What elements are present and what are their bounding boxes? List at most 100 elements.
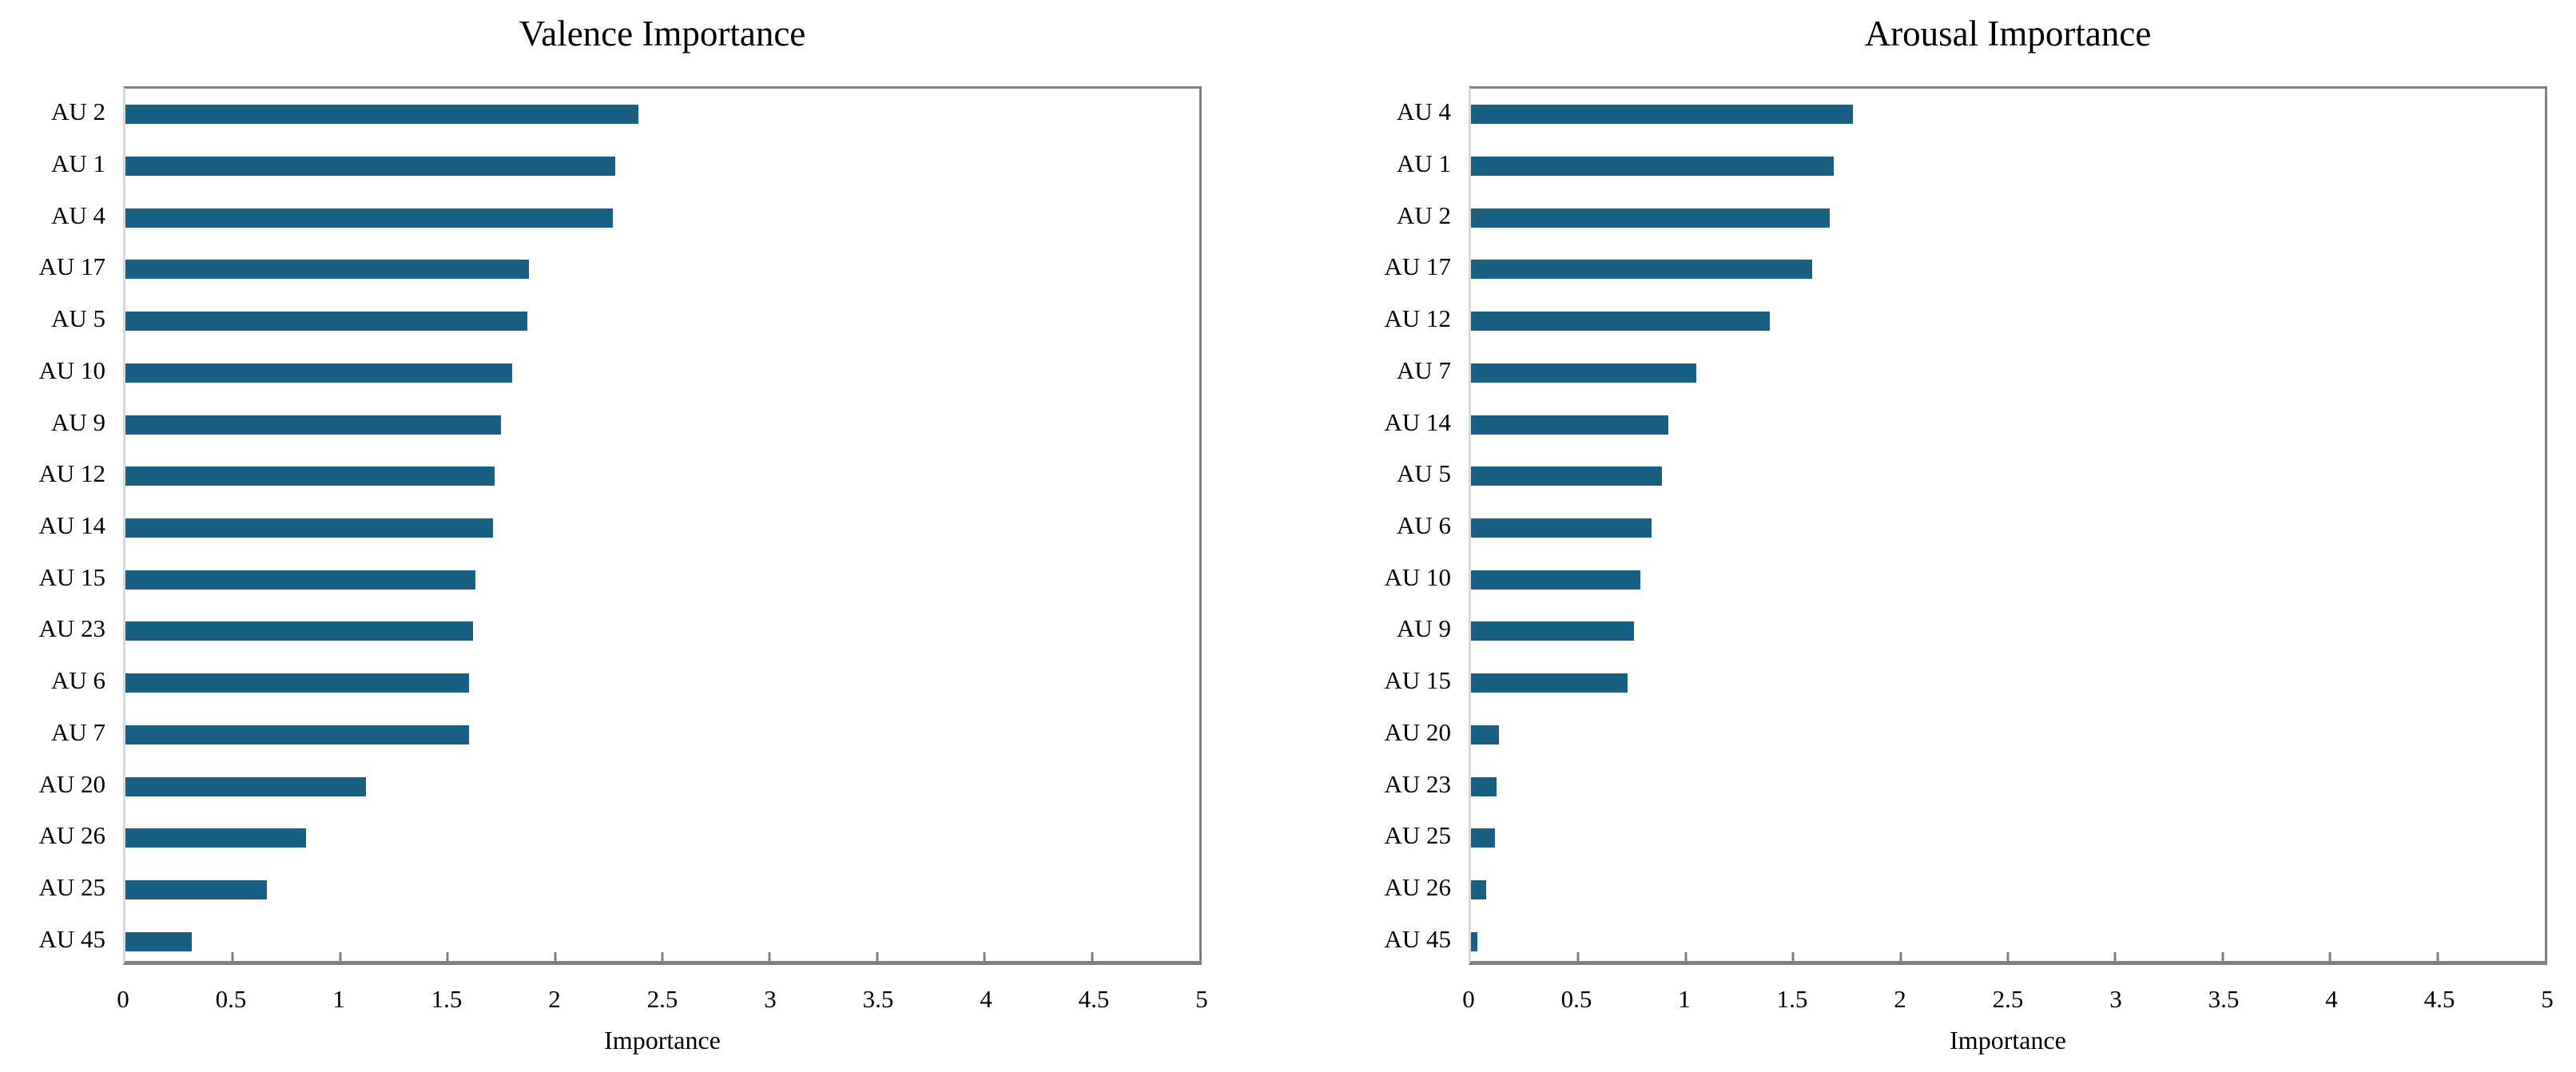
x-tick-labels: 0 0.5 1 1.5 2 2.5 3 3.5 4 4.5 5	[117, 985, 1208, 1017]
x-tick-label: 2.5	[646, 985, 678, 1013]
x-axis-tick	[661, 952, 664, 961]
category-label: AU 25	[1384, 821, 1451, 850]
x-axis-tick	[339, 952, 342, 961]
bar-au-6	[1471, 518, 1652, 538]
x-axis-tick	[768, 952, 771, 961]
category-label: AU 5	[1396, 459, 1451, 488]
category-label: AU 7	[50, 717, 105, 746]
category-label: AU 15	[1384, 666, 1451, 695]
category-label: AU 14	[1384, 407, 1451, 436]
x-axis-tick	[2436, 952, 2439, 961]
x-tick-label: 2	[548, 985, 561, 1013]
category-label: AU 12	[38, 459, 105, 488]
x-axis-label: Importance	[604, 1026, 721, 1054]
x-axis-tick	[231, 952, 234, 961]
category-label: AU 6	[50, 666, 105, 695]
bar-au-7	[1471, 363, 1697, 383]
x-tick-label: 1.5	[431, 985, 463, 1013]
bar-au-12	[125, 467, 495, 486]
bar-au-20	[125, 776, 367, 796]
category-label: AU 23	[38, 614, 105, 643]
bar-au-23	[1471, 776, 1497, 796]
x-axis-tick	[2006, 952, 2010, 961]
x-tick-label: 4.5	[1078, 985, 1110, 1013]
category-label: AU 26	[1384, 872, 1451, 901]
x-axis-tick	[1899, 952, 1902, 961]
category-label: AU 45	[38, 924, 105, 953]
bar-au-14	[125, 518, 493, 538]
bar-au-25	[125, 879, 268, 899]
category-label: AU 23	[1384, 769, 1451, 798]
x-tick-label: 1.5	[1776, 985, 1808, 1013]
bar-au-10	[1471, 570, 1641, 590]
x-tick-label: 0	[1462, 985, 1475, 1013]
x-axis-tick	[1091, 952, 1094, 961]
category-label: AU 10	[1384, 562, 1451, 591]
category-label: AU 26	[38, 821, 105, 850]
category-label: AU 4	[1396, 97, 1451, 126]
category-label: AU 7	[1396, 355, 1451, 384]
x-tick-label: 2	[1894, 985, 1906, 1013]
bar-au-14	[1471, 415, 1669, 435]
x-tick-label: 0.5	[1560, 985, 1592, 1013]
bar-au-12	[1471, 312, 1770, 332]
category-label: AU 2	[50, 97, 105, 126]
category-label: AU 20	[38, 769, 105, 798]
bar-au-9	[125, 415, 502, 435]
x-axis-label: Importance	[1950, 1026, 2066, 1054]
x-tick-label: 1	[1678, 985, 1691, 1013]
bar-au-9	[1471, 621, 1635, 641]
bar-au-10	[125, 363, 512, 383]
category-label: AU 2	[1396, 201, 1451, 229]
x-axis-tick	[2328, 952, 2332, 961]
x-tick-label: 0	[117, 985, 129, 1013]
bar-au-5	[125, 312, 527, 332]
plot-area	[123, 86, 1202, 965]
x-axis-tick	[876, 952, 879, 961]
bar-au-17	[125, 260, 530, 280]
category-axis-labels: AU 2 AU 1 AU 4 AU 17 AU 5 AU 10 AU 9 AU 12 AU 14…	[0, 86, 105, 965]
x-tick-label: 3.5	[2208, 985, 2240, 1013]
x-tick-label: 3	[764, 985, 777, 1013]
bar-au-17	[1471, 260, 1813, 280]
x-axis-tick	[554, 952, 557, 961]
bar-au-26	[1471, 879, 1486, 899]
category-label: AU 15	[38, 562, 105, 591]
category-label: AU 17	[38, 252, 105, 281]
bar-au-15	[1471, 673, 1628, 693]
category-label: AU 10	[38, 355, 105, 384]
x-axis-tick	[446, 952, 449, 961]
bar-au-2	[125, 105, 639, 125]
x-tick-label: 3	[2109, 985, 2122, 1013]
x-tick-label: 5	[2541, 985, 2554, 1013]
category-axis-labels: AU 4 AU 1 AU 2 AU 17 AU 12 AU 7 AU 14 AU 5 AU 6 A…	[1157, 86, 1451, 965]
category-label: AU 1	[1396, 149, 1451, 178]
x-tick-labels: 0 0.5 1 1.5 2 2.5 3 3.5 4 4.5 5	[1462, 985, 2554, 1017]
x-axis-tick	[2113, 952, 2117, 961]
x-tick-label: 3.5	[862, 985, 894, 1013]
category-label: AU 9	[50, 407, 105, 436]
category-label: AU 17	[1384, 252, 1451, 281]
chart-title: Arousal Importance	[1864, 14, 2152, 54]
bar-au-45	[1471, 931, 1478, 951]
x-axis-tick	[1684, 952, 1688, 961]
chart-title: Valence Importance	[519, 14, 806, 54]
x-tick-label: 4.5	[2423, 985, 2455, 1013]
x-tick-label: 5	[1195, 985, 1208, 1013]
x-tick-label: 4	[980, 985, 992, 1013]
bar-au-2	[1471, 208, 1830, 228]
category-label: AU 1	[50, 149, 105, 178]
bar-au-7	[125, 725, 470, 744]
bar-au-5	[1471, 467, 1663, 486]
bar-au-4	[1471, 105, 1854, 125]
x-tick-label: 4	[2325, 985, 2338, 1013]
category-label: AU 14	[38, 511, 105, 539]
category-label: AU 20	[1384, 717, 1451, 746]
bar-au-25	[1471, 828, 1495, 848]
x-tick-label: 0.5	[215, 985, 247, 1013]
bar-au-1	[125, 157, 615, 177]
bar-au-6	[125, 673, 470, 693]
